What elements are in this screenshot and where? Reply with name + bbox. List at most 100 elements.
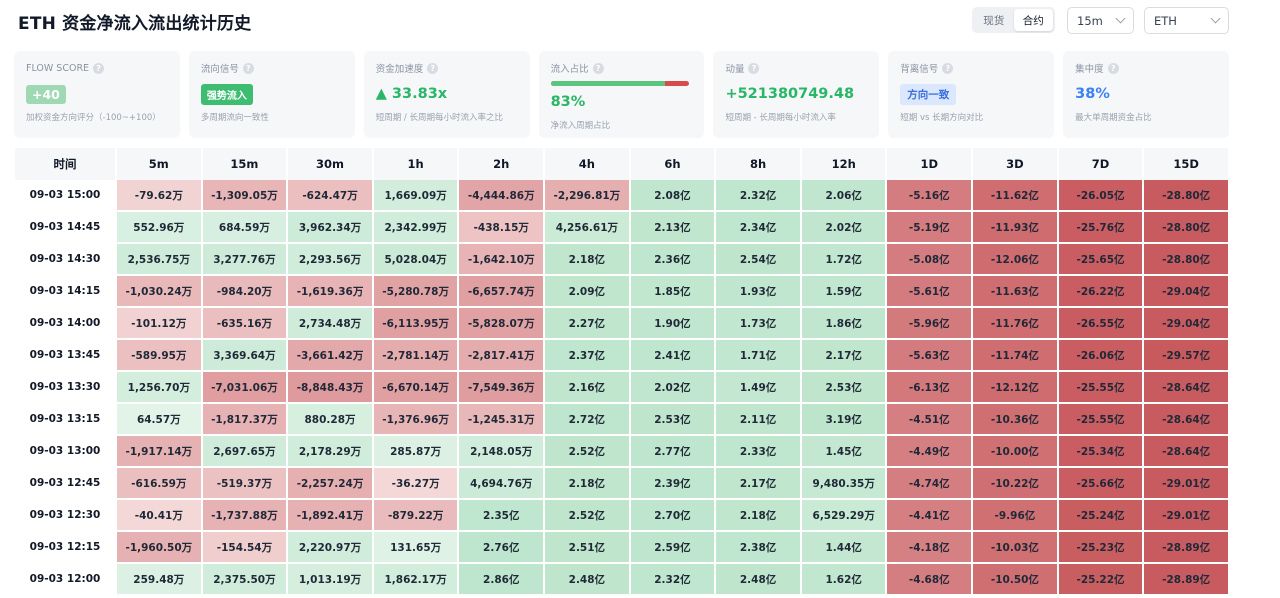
flow-cell: -12.06亿 xyxy=(973,244,1057,276)
flow-cell: -28.89亿 xyxy=(1144,564,1228,596)
flow-cell: -28.80亿 xyxy=(1144,244,1228,276)
metric-card-label-text: 资金加速度 xyxy=(375,64,424,75)
flow-cell: -5.63亿 xyxy=(887,340,972,372)
segment-spot-button[interactable]: 现货 xyxy=(983,14,1005,27)
metric-card-value: +40 xyxy=(26,84,66,104)
flow-cell: -1,642.10万 xyxy=(459,244,544,276)
flow-cell: 1,669.09万 xyxy=(373,180,458,212)
metric-card-label: 流入占比? xyxy=(551,61,693,75)
row-time: 09-03 14:15 xyxy=(15,276,115,308)
flow-cell: 131.65万 xyxy=(373,532,458,564)
flow-cell: 2.06亿 xyxy=(801,180,886,212)
metric-card-label: 资金加速度? xyxy=(376,61,518,75)
table-row: 09-03 14:45 552.96万 684.59万 3,962.34万 2,342.… xyxy=(15,212,1228,244)
flow-cell: 4,256.61万 xyxy=(545,212,629,244)
column-header-period: 3D xyxy=(973,148,1057,180)
flow-cell: 3,369.64万 xyxy=(202,340,287,372)
segment-futures-button[interactable]: 合约 xyxy=(1013,9,1053,31)
flow-cell: -3,661.42万 xyxy=(288,340,372,372)
coin-select[interactable]: ETH xyxy=(1144,7,1229,34)
table-row: 09-03 12:30 -40.41万 -1,737.88万 -1,892.41万 -8… xyxy=(15,500,1228,532)
flow-cell: 2.51亿 xyxy=(545,532,629,564)
help-icon[interactable]: ? xyxy=(93,62,105,74)
metric-card-value: 强势流入 xyxy=(200,83,253,105)
flow-cell: 2,293.56万 xyxy=(288,244,372,276)
flow-cell: -6.13亿 xyxy=(887,372,972,404)
metric-card: 动量? +521380749.48 短周期 - 长周期每小时流入率 xyxy=(713,51,880,138)
flow-cell: 285.87万 xyxy=(373,436,458,468)
column-header-period: 5m xyxy=(117,148,201,180)
column-header-period: 12h xyxy=(801,148,886,180)
metric-card-value: ▲ 33.83x xyxy=(375,86,448,102)
flow-history-table: 时间 5m 15m 30m 1h 2h 4h 6h 8h 12h 1D 3D 7D 15D 09-03 1… xyxy=(13,148,1230,596)
help-icon[interactable]: ? xyxy=(748,62,760,74)
flow-cell: -5.61亿 xyxy=(887,276,972,308)
flow-cell: -12.12亿 xyxy=(973,372,1057,404)
metric-card: 流入占比? 83% 净流入周期占比 xyxy=(538,51,705,138)
flow-cell: -26.05亿 xyxy=(1058,180,1143,212)
column-header-period: 15m xyxy=(202,148,287,180)
flow-cell: 1.73亿 xyxy=(716,308,800,340)
flow-cell: 2.09亿 xyxy=(545,276,629,308)
flow-cell: -9.96亿 xyxy=(973,500,1057,532)
flow-cell: 2.76亿 xyxy=(459,532,544,564)
flow-cell: 2.48亿 xyxy=(545,564,629,596)
table-row: 09-03 14:30 2,536.75万 3,277.76万 2,293.56万 5,… xyxy=(15,244,1228,276)
flow-cell: 552.96万 xyxy=(117,212,201,244)
flow-cell: -1,619.36万 xyxy=(288,276,372,308)
flow-cell: -7,031.06万 xyxy=(202,372,287,404)
help-icon[interactable]: ? xyxy=(1107,62,1119,74)
flow-cell: -26.06亿 xyxy=(1058,340,1143,372)
flow-cell: 2.48亿 xyxy=(716,564,800,596)
flow-cell: -5.19亿 xyxy=(887,212,972,244)
row-time: 09-03 14:45 xyxy=(15,212,115,244)
flow-cell: 2.27亿 xyxy=(545,308,629,340)
coin-select-value: ETH xyxy=(1154,13,1177,28)
metric-card-label: 集中度? xyxy=(1075,61,1217,75)
column-header-period: 8h xyxy=(716,148,800,180)
flow-cell: -25.23亿 xyxy=(1058,532,1143,564)
flow-cell: 2.52亿 xyxy=(545,500,629,532)
flow-cell: -28.89亿 xyxy=(1144,532,1228,564)
interval-select[interactable]: 15m xyxy=(1067,7,1134,34)
flow-cell: -101.12万 xyxy=(117,308,201,340)
metric-card-description: 短周期 / 长周期每小时流入率之比 xyxy=(375,113,503,123)
flow-cell: -4.18亿 xyxy=(887,532,972,564)
flow-cell: 2.32亿 xyxy=(716,180,800,212)
table-row: 09-03 13:15 64.57万 -1,817.37万 880.28万 -1,376… xyxy=(15,404,1228,436)
table-row: 09-03 12:45 -616.59万 -519.37万 -2,257.24万 -36… xyxy=(15,468,1228,500)
metric-card-value-row: 强势流入 xyxy=(200,83,343,105)
help-icon[interactable]: ? xyxy=(427,62,439,74)
flow-cell: -2,257.24万 xyxy=(288,468,372,500)
table-row: 09-03 14:15 -1,030.24万 -984.20万 -1,619.36万 -… xyxy=(15,276,1228,308)
metric-card-value-row: 方向一致 xyxy=(900,83,1042,105)
flow-cell: -879.22万 xyxy=(373,500,458,532)
flow-cell: -25.24亿 xyxy=(1058,500,1143,532)
help-icon[interactable]: ? xyxy=(942,62,954,74)
table-header-row: 时间 5m 15m 30m 1h 2h 4h 6h 8h 12h 1D 3D 7D 15D xyxy=(15,148,1228,180)
flow-cell: 2.17亿 xyxy=(801,340,886,372)
flow-cell: 2.52亿 xyxy=(545,436,629,468)
flow-cell: 1.71亿 xyxy=(716,340,800,372)
flow-cell: -28.64亿 xyxy=(1144,404,1228,436)
help-icon[interactable]: ? xyxy=(242,62,254,74)
help-icon[interactable]: ? xyxy=(592,62,604,74)
metric-card-description: 最大单周期资金占比 xyxy=(1075,113,1152,123)
metric-card: 流向信号? 强势流入 多周期流向一致性 xyxy=(188,51,355,138)
metric-cards: FLOW SCORE? +40 加权资金方向评分（-100~+100） 流向信号? 强势… xyxy=(14,51,1230,138)
flow-cell: -616.59万 xyxy=(117,468,201,500)
flow-cell: -1,245.31万 xyxy=(459,404,544,436)
flow-cell: 1,013.19万 xyxy=(288,564,372,596)
flow-cell: 2,342.99万 xyxy=(373,212,458,244)
row-time: 09-03 14:30 xyxy=(15,244,115,276)
flow-cell: 2.17亿 xyxy=(716,468,800,500)
flow-cell: -2,781.14万 xyxy=(373,340,458,372)
flow-cell: -5.16亿 xyxy=(887,180,972,212)
flow-cell: 4,694.76万 xyxy=(459,468,544,500)
flow-cell: -1,917.14万 xyxy=(117,436,201,468)
flow-cell: 2.36亿 xyxy=(630,244,715,276)
column-header-period: 1D xyxy=(887,148,972,180)
row-time: 09-03 13:15 xyxy=(15,404,115,436)
flow-cell: -1,892.41万 xyxy=(288,500,372,532)
table-row: 09-03 13:45 -589.95万 3,369.64万 -3,661.42万 -2… xyxy=(15,340,1228,372)
